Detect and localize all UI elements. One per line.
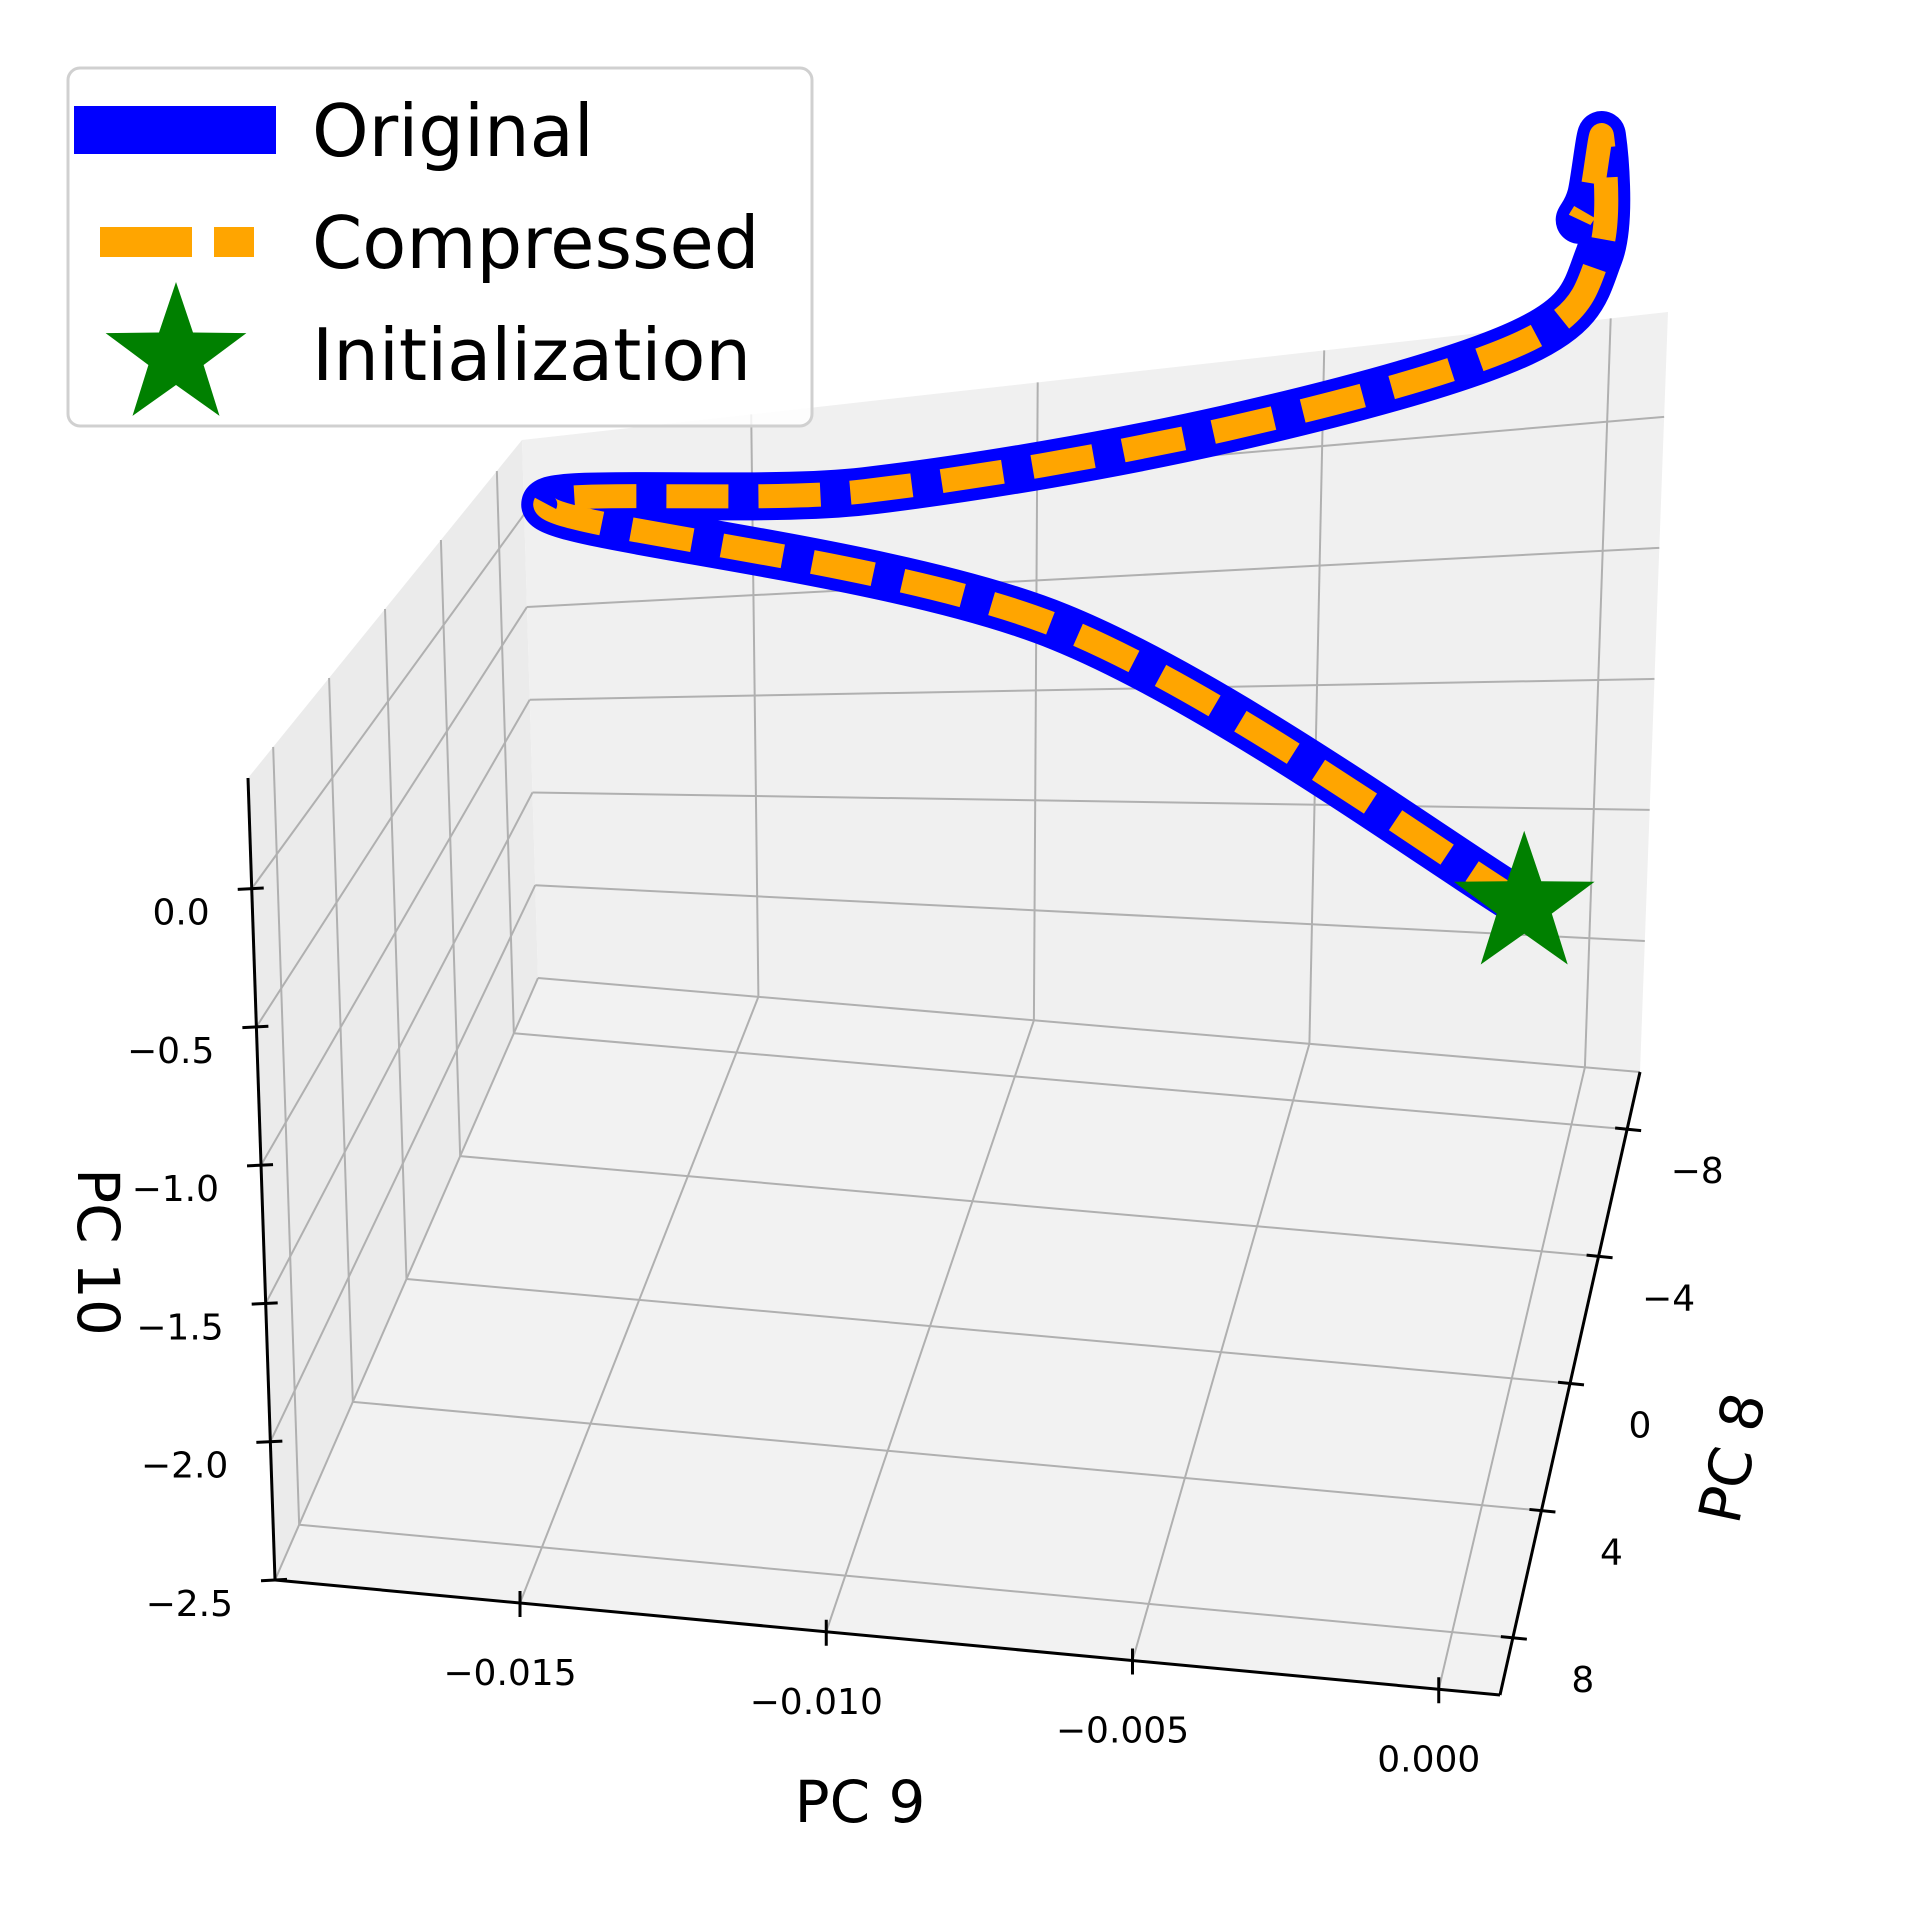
series-layer [521,111,1631,929]
pc10-axis-line [246,777,277,1581]
grid-side-pc10-1 [255,606,528,1028]
grid-side-pc8-1 [439,539,462,1157]
pc10-tick-label-0: 0.0 [152,893,209,934]
pc10-tick-label-4: −2.0 [141,1446,228,1487]
grid-floor-pc8-3 [352,1400,1542,1512]
grid-back-pc10-4 [535,884,1645,942]
pc9-axis-line [274,1578,1501,1697]
pc8-ticks: −8 −4 0 4 8 [1500,1126,1724,1701]
grid-side-pc8-4 [272,746,301,1525]
grid-back-pc9-2 [1308,350,1326,1044]
pc9-tick-label-0: −0.015 [443,1653,576,1694]
pc10-tick-label-2: −1.0 [132,1169,219,1210]
grid-side-pc10-3 [264,792,534,1304]
legend: Original Compressed Initialization [66,66,814,428]
pc8-tick-label-4: 8 [1571,1660,1594,1701]
legend-initialization-star [105,282,247,416]
pc10-tick-mark-4 [256,1439,283,1444]
grid-back-pc10-3 [532,791,1650,811]
pc10-tick-label-3: −1.5 [136,1307,223,1348]
pc10-ticks: 0.0 −0.5 −1.0 −1.5 −2.0 −2.5 [127,886,288,1625]
pc9-tick-label-3: 0.000 [1377,1739,1480,1780]
pc9-ticks: −0.015 −0.010 −0.005 0.000 [443,1591,1480,1780]
grid-floor-pc8-1 [460,1155,1599,1258]
pc9-tick-label-1: −0.010 [750,1682,883,1723]
pc9-axis-label: PC 9 [795,1768,926,1836]
pc10-axis-label: PC 10 [64,1168,132,1336]
pc9-tick-label-2: −0.005 [1056,1711,1189,1752]
legend-original-label: Original [312,89,594,173]
pc10-tick-mark-0 [237,886,264,891]
grid-floor-pc8-4 [299,1523,1513,1639]
pc8-tick-label-2: 0 [1629,1406,1652,1447]
pc8-tick-label-1: −4 [1642,1278,1695,1319]
grid-side-pc10-0 [250,513,526,890]
grid-floor-pc8-2 [406,1278,1571,1385]
legend-compressed-label: Compressed [312,201,760,285]
pc8-tick-mark-0 [1614,1126,1642,1133]
grid-side-pc8-0 [495,471,515,1034]
pc8-axis-label: PC 8 [1686,1387,1780,1529]
grid-side-pc8-3 [328,677,354,1402]
legend-original-swatch [74,106,276,154]
pc10-tick-mark-2 [246,1163,274,1168]
pc8-tick-label-0: −8 [1671,1151,1724,1192]
pc8-tick-mark-1 [1586,1253,1613,1260]
pc10-tick-label-1: −0.5 [127,1031,214,1072]
pane-back-left [248,440,538,1580]
pc8-tick-mark-4 [1500,1635,1528,1641]
pc10-tick-mark-5 [260,1577,288,1583]
grid-side-pc10-4 [269,884,537,1443]
pc8-tick-label-3: 4 [1600,1533,1623,1574]
pc10-tick-mark-3 [251,1301,278,1306]
grid-back-pc10-2 [529,677,1655,701]
grid-side-pc10-5 [274,977,539,1581]
pc8-tick-mark-3 [1529,1507,1556,1514]
pane-floor [275,978,1640,1695]
legend-initialization-label: Initialization [312,313,751,397]
grid-back-pc10-5 [537,977,1641,1073]
grid-side-pc8-2 [384,608,408,1280]
series-compressed-path [533,123,1619,915]
grid-back-pc9-3 [1583,318,1612,1068]
grid-back-pc10-1 [526,546,1660,608]
grid-floor-pc8-0 [513,1032,1628,1131]
legend-box [66,66,814,428]
pc8-tick-mark-2 [1557,1380,1585,1387]
grid-side-pc10-2 [260,699,531,1166]
pc10-tick-mark-1 [242,1024,269,1030]
grid-lines [250,318,1665,1690]
initialization-star-marker [1453,830,1595,965]
pc10-tick-label-5: −2.5 [146,1584,233,1625]
